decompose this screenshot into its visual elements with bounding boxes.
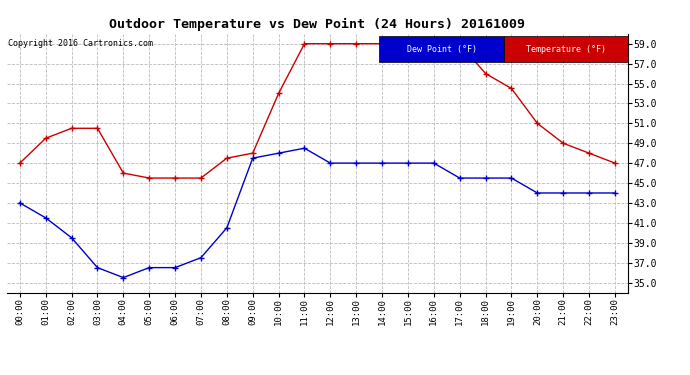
FancyBboxPatch shape [504,36,628,62]
Text: Dew Point (°F): Dew Point (°F) [406,45,477,54]
Text: Temperature (°F): Temperature (°F) [526,45,606,54]
FancyBboxPatch shape [380,36,504,62]
Text: Copyright 2016 Cartronics.com: Copyright 2016 Cartronics.com [8,39,153,48]
Title: Outdoor Temperature vs Dew Point (24 Hours) 20161009: Outdoor Temperature vs Dew Point (24 Hou… [110,18,525,31]
